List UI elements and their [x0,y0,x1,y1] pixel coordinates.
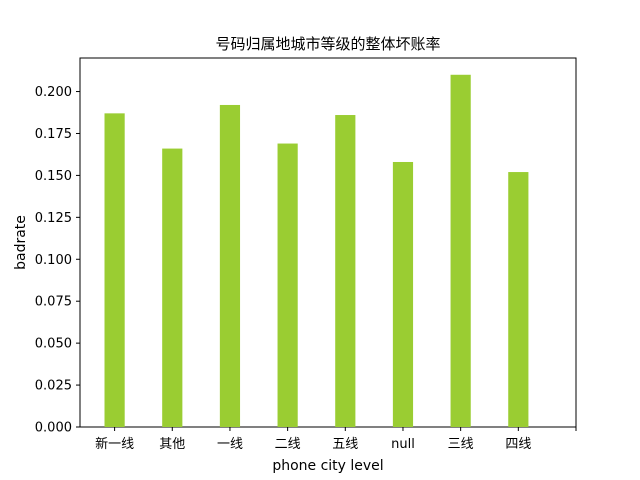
bars-layer [104,74,529,428]
x-tick-label: 五线 [332,437,358,452]
y-tick-label: 0.025 [35,379,72,394]
x-axis: 新一线 其他 一线 二线 五线 null 三线 四线 [95,427,577,452]
x-tick-label: 一线 [217,437,243,452]
y-tick-label: 0.075 [35,295,72,310]
y-tick-label: 0.000 [35,421,72,436]
bar-6 [450,74,471,427]
y-tick-label: 0.175 [35,127,72,142]
y-axis-label: badrate [13,215,29,270]
x-tick-label: 二线 [275,437,301,452]
y-tick-label: 0.100 [35,253,72,268]
y-tick-label: 0.200 [35,85,72,100]
y-tick-label: 0.125 [35,211,72,226]
bar-1 [162,148,183,427]
x-tick-label: 四线 [505,437,531,452]
bar-3 [277,143,298,428]
x-tick-label: 其他 [159,437,185,452]
y-tick-label: 0.150 [35,169,72,184]
bar-4 [335,115,356,427]
y-axis: 0.000 0.025 0.050 0.075 0.100 0.125 0.150 0.175… [35,85,80,436]
x-tick-label: 三线 [448,437,474,452]
x-tick-label: null [391,437,415,452]
bar-2 [219,104,241,428]
x-tick-label: 新一线 [95,436,134,452]
bar-7 [508,172,529,427]
chart-title: 号码归属地城市等级的整体坏账率 [215,35,440,53]
y-tick-label: 0.050 [35,337,72,352]
plot-frame [79,57,577,428]
bar-5 [392,161,414,427]
bar-0 [104,113,125,427]
x-axis-label: phone city level [272,458,383,474]
